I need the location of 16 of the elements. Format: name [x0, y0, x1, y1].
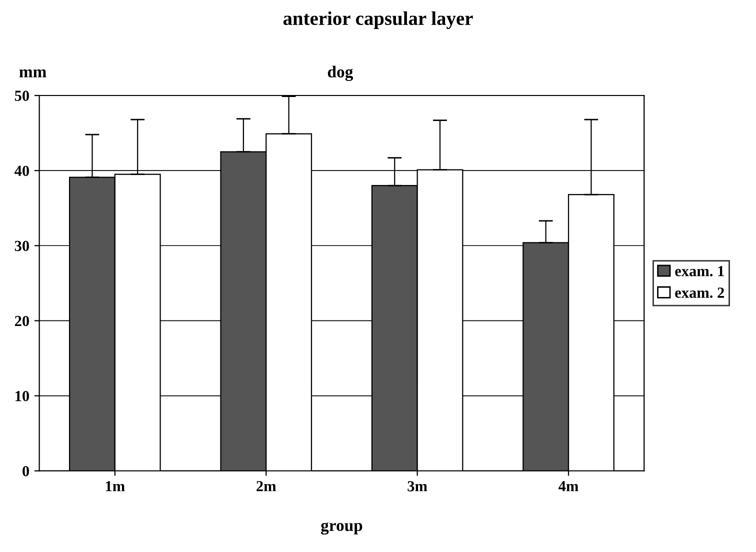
x-tick-label: 3m: [408, 481, 428, 492]
y-tick-label: 40: [14, 166, 30, 176]
y-tick-label: 50: [14, 90, 30, 101]
chart-subtitle: dog: [328, 66, 354, 81]
y-tick-label: 0: [22, 466, 30, 476]
y-axis-title: mm: [19, 69, 46, 78]
y-tick-label: 20: [14, 316, 30, 326]
x-tick-label: 1m: [106, 481, 125, 492]
x-tick-label: 2m: [256, 481, 276, 492]
x-axis-title: group: [320, 522, 362, 535]
y-tick-label: 30: [14, 240, 30, 252]
y-tick-label: 10: [16, 390, 30, 402]
chart-title: anterior capsular layer: [283, 11, 473, 30]
legend-label: exam. 1: [675, 266, 724, 276]
legend-label: exam. 2: [675, 288, 724, 298]
x-tick-label: 4m: [558, 481, 578, 492]
